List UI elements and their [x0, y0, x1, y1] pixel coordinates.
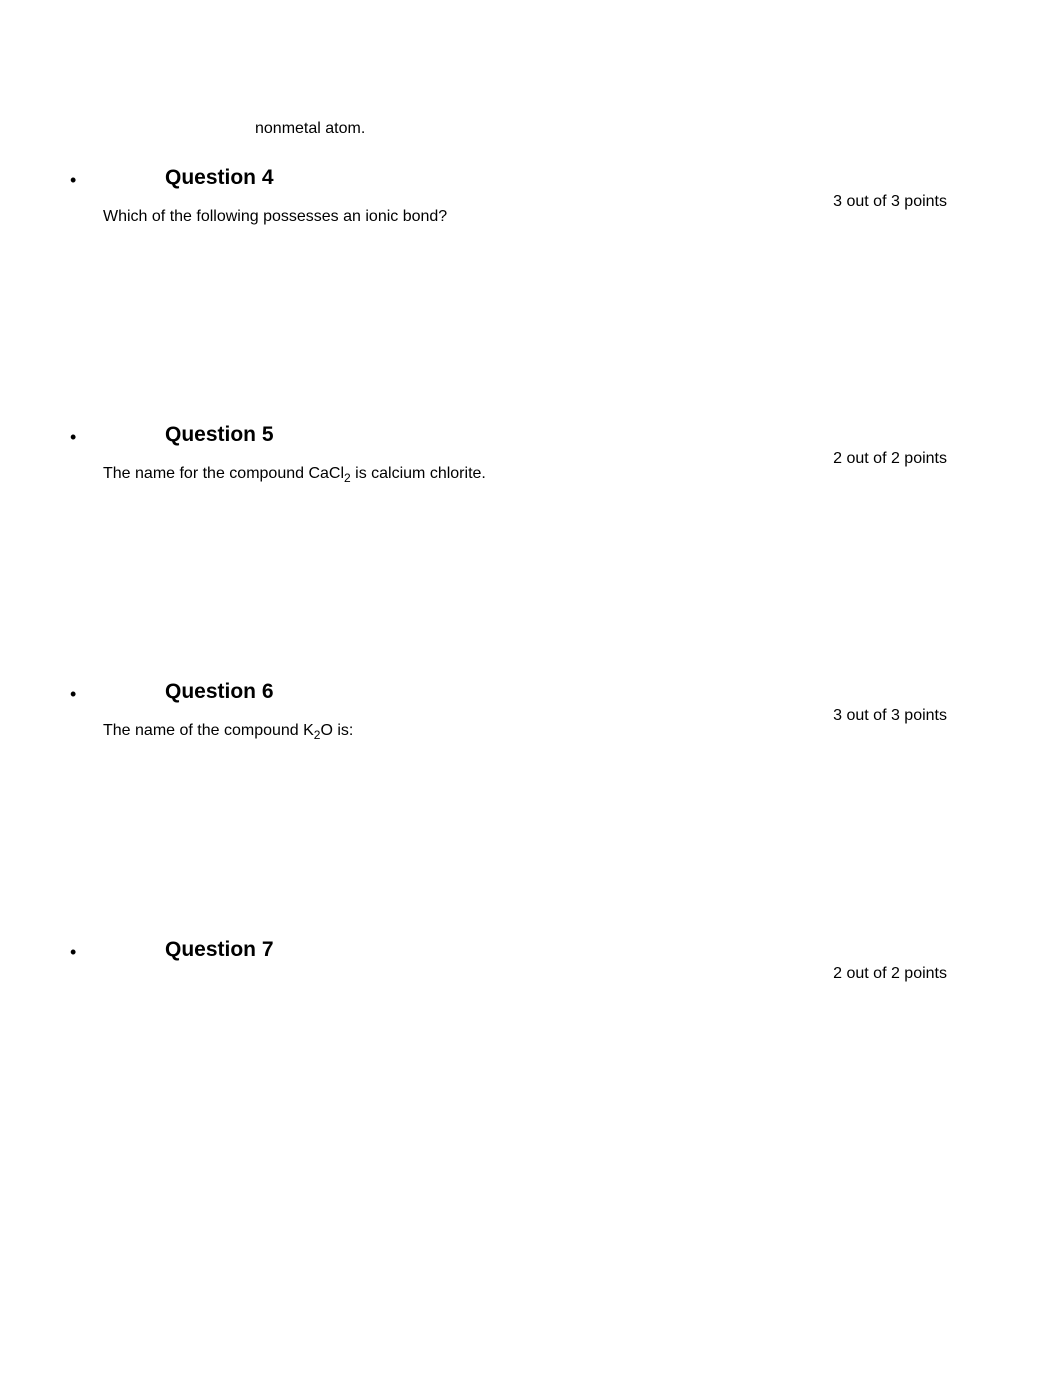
document-content: nonmetal atom. • Question 4 3 out of 3 p…	[0, 0, 1062, 962]
question-subscript: 2	[344, 471, 351, 485]
points-label: 2 out of 2 points	[833, 965, 947, 983]
question-text-before: The name of the compound K	[103, 722, 314, 739]
points-label: 2 out of 2 points	[833, 450, 947, 468]
question-text: Which of the following possesses an ioni…	[103, 208, 992, 228]
bullet-icon: •	[70, 427, 76, 448]
points-label: 3 out of 3 points	[833, 707, 947, 725]
bullet-icon: •	[70, 942, 76, 963]
question-title: Question 6	[165, 680, 992, 704]
question-item: • Question 5 2 out of 2 points The name …	[70, 423, 992, 485]
question-text-before: The name for the compound CaCl	[103, 465, 344, 482]
question-text-after: O is:	[320, 722, 353, 739]
question-title: Question 7	[165, 938, 992, 962]
question-text-before: Which of the following possesses an ioni…	[103, 208, 447, 225]
question-title: Question 4	[165, 166, 992, 190]
points-label: 3 out of 3 points	[833, 193, 947, 211]
fragment-text: nonmetal atom.	[255, 120, 992, 138]
question-text-after: is calcium chlorite.	[351, 465, 486, 482]
question-item: • Question 7 2 out of 2 points	[70, 938, 992, 962]
question-title: Question 5	[165, 423, 992, 447]
question-text: The name of the compound K2O is:	[103, 722, 992, 742]
question-text: The name for the compound CaCl2 is calci…	[103, 465, 992, 485]
question-item: • Question 4 3 out of 3 points Which of …	[70, 166, 992, 228]
bullet-icon: •	[70, 170, 76, 191]
question-item: • Question 6 3 out of 3 points The name …	[70, 680, 992, 742]
bullet-icon: •	[70, 684, 76, 705]
